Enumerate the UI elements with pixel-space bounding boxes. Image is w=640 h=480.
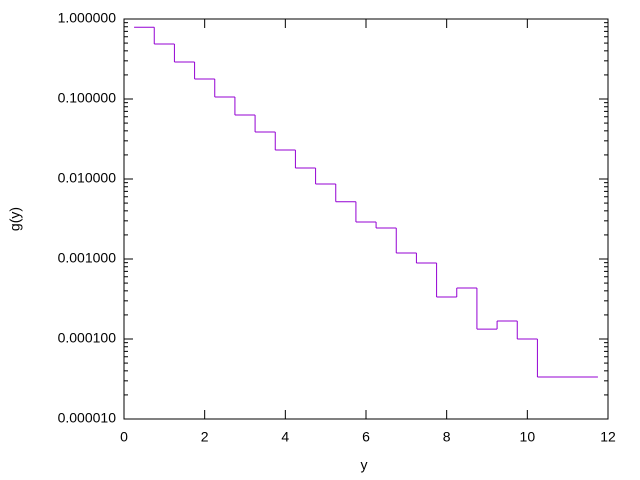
x-tick-label: 8	[443, 429, 451, 445]
x-tick-label: 0	[120, 429, 128, 445]
x-tick-label: 12	[600, 429, 616, 445]
x-tick-label: 10	[520, 429, 536, 445]
x-axis-label: y	[361, 457, 368, 473]
y-tick-label: 1.000000	[58, 10, 117, 26]
y-tick-label: 0.000010	[58, 410, 117, 426]
y-tick-label: 0.001000	[58, 250, 117, 266]
y-tick-label: 0.000100	[58, 330, 117, 346]
y-tick-label: 0.010000	[58, 170, 117, 186]
x-tick-label: 6	[362, 429, 370, 445]
y-axis-label: g(y)	[7, 207, 23, 231]
x-tick-label: 4	[281, 429, 289, 445]
y-tick-label: 0.100000	[58, 90, 117, 106]
x-tick-label: 2	[201, 429, 209, 445]
